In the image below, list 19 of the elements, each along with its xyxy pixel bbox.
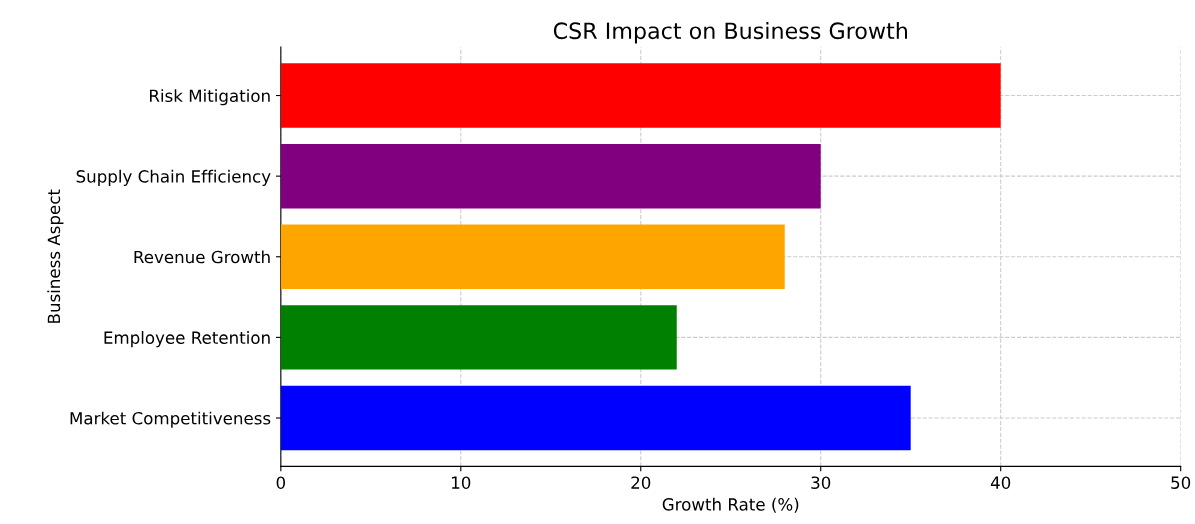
x-tick-label: 30 [811,476,831,489]
x-tick-label: 20 [631,476,651,489]
x-tick-label: 10 [452,476,471,489]
bar [280,224,785,290]
bar [280,63,1001,128]
x-axis-title: Growth Rate (%) [662,497,799,513]
y-tick-label: Supply Chain Efficiency [76,169,271,186]
chart-title: CSR Impact on Business Growth [553,21,907,44]
y-tick-label: Market Competitiveness [70,411,271,428]
x-tick-label: 0 [276,476,286,489]
y-tick-label: Revenue Growth [134,250,270,264]
x-tick-label: 40 [990,476,1011,489]
x-tick-label: 50 [1171,476,1191,489]
y-axis-title: Business Aspect [47,189,64,323]
y-tick-label: Risk Mitigation [150,89,270,106]
y-tick-label: Employee Retention [104,331,270,348]
bar [280,385,911,451]
bar [280,305,677,370]
bar [280,143,821,209]
